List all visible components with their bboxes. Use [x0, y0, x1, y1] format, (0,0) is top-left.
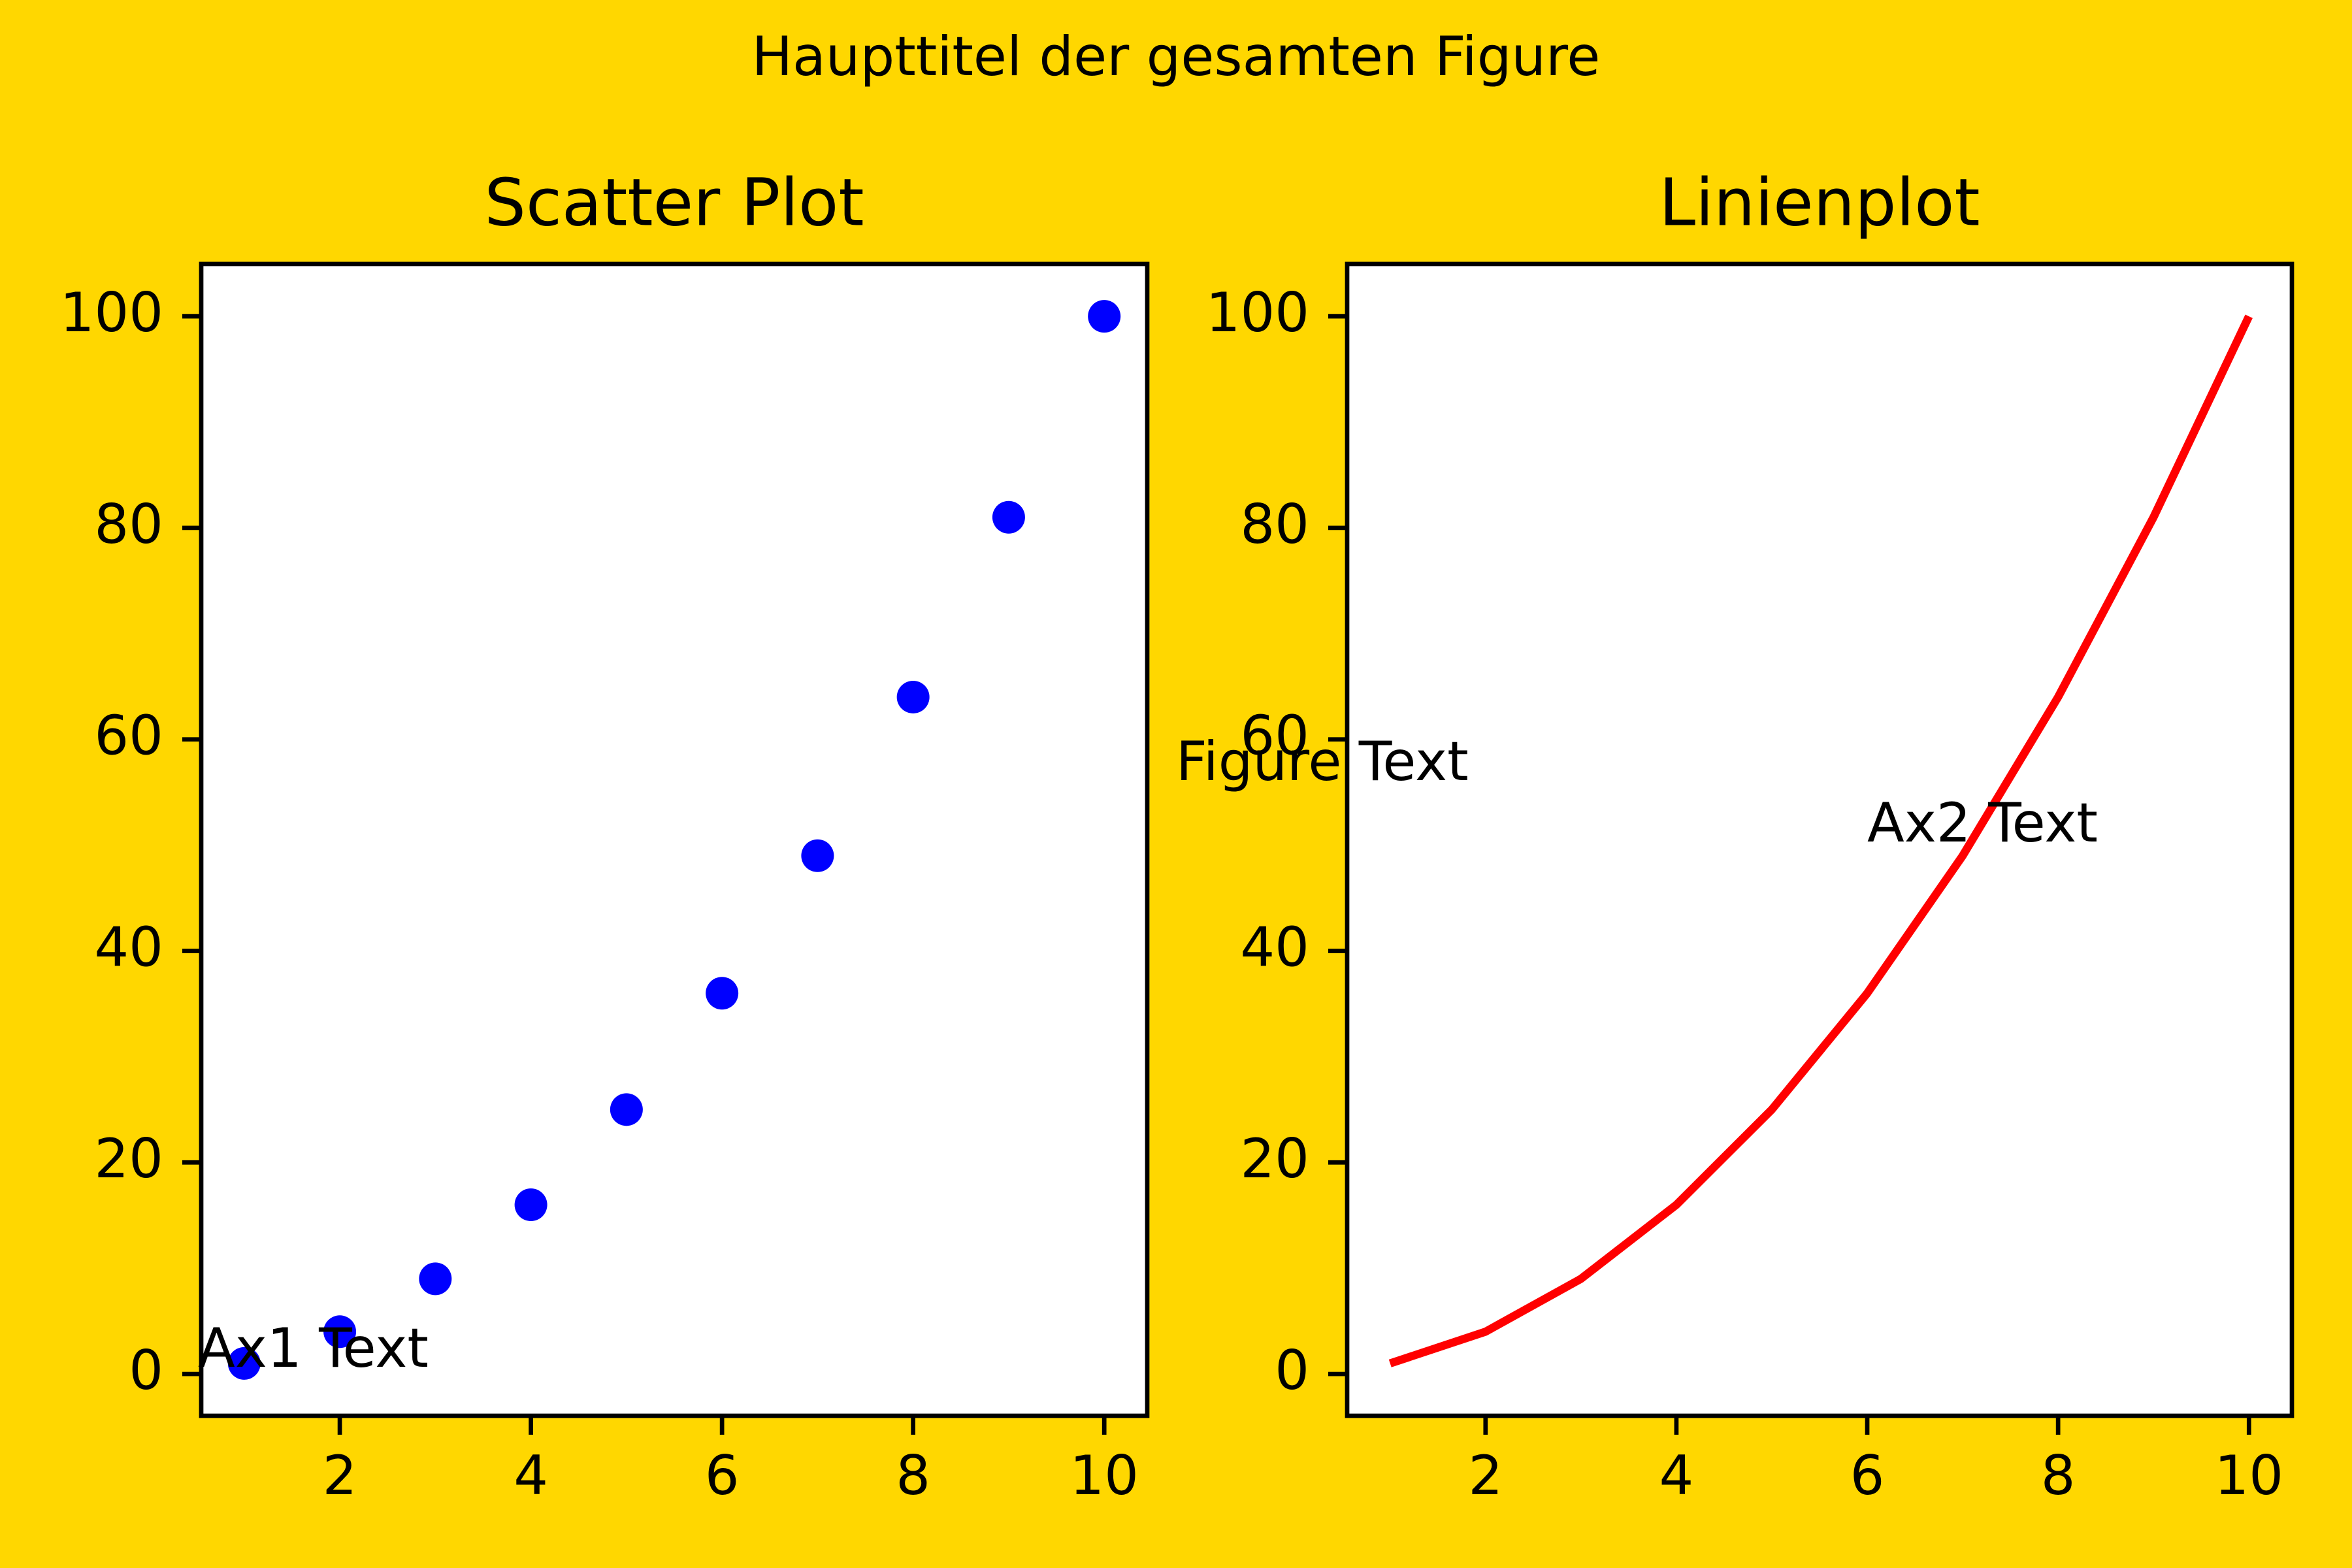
scatter-point — [1088, 300, 1121, 333]
subplot-title: Scatter Plot — [484, 164, 864, 240]
axes-annotation: Ax2 Text — [1867, 791, 2098, 855]
y-tick-label: 100 — [1206, 281, 1309, 344]
x-tick-label: 2 — [323, 1444, 357, 1507]
scatter-point — [323, 1315, 357, 1348]
x-tick-label: 2 — [1468, 1444, 1503, 1507]
y-tick-label: 20 — [1240, 1127, 1309, 1190]
figure-annotation: Figure Text — [1176, 730, 1469, 793]
subplot-title: Linienplot — [1659, 164, 1980, 240]
y-tick-label: 80 — [94, 493, 163, 556]
x-tick-label: 10 — [2214, 1444, 2283, 1507]
scatter-point — [801, 839, 834, 872]
scatter-point — [610, 1093, 643, 1126]
y-tick-label: 40 — [94, 915, 163, 979]
plot-area — [1347, 264, 2292, 1416]
line-series — [1388, 314, 2253, 1367]
x-tick-label: 4 — [514, 1444, 548, 1507]
x-tick-label: 10 — [1070, 1444, 1139, 1507]
x-tick-label: 6 — [705, 1444, 740, 1507]
axes-frame — [1345, 261, 2295, 1418]
scatter-point — [992, 500, 1025, 534]
x-tick-label: 6 — [1850, 1444, 1885, 1507]
scatter-point — [419, 1262, 452, 1296]
scatter-point — [514, 1188, 547, 1222]
axes-frame — [199, 261, 1150, 1418]
y-tick-label: 20 — [94, 1127, 163, 1190]
y-tick-label: 60 — [1240, 704, 1309, 768]
figure-title: Haupttitel der gesamten Figure — [752, 25, 1601, 88]
scatter-point — [706, 977, 739, 1010]
y-tick-label: 40 — [1240, 915, 1309, 979]
y-tick-label: 100 — [60, 281, 163, 344]
y-tick-label: 60 — [94, 704, 163, 768]
y-tick-label: 0 — [129, 1339, 163, 1402]
plot-area — [201, 264, 1147, 1416]
axes-annotation: Ax1 Text — [198, 1316, 429, 1380]
scatter-point — [896, 680, 930, 713]
x-tick-label: 8 — [896, 1444, 930, 1507]
y-tick-label: 0 — [1275, 1339, 1309, 1402]
y-tick-label: 80 — [1240, 493, 1309, 556]
x-tick-label: 8 — [2041, 1444, 2076, 1507]
x-tick-label: 4 — [1659, 1444, 1694, 1507]
scatter-point — [227, 1347, 261, 1380]
